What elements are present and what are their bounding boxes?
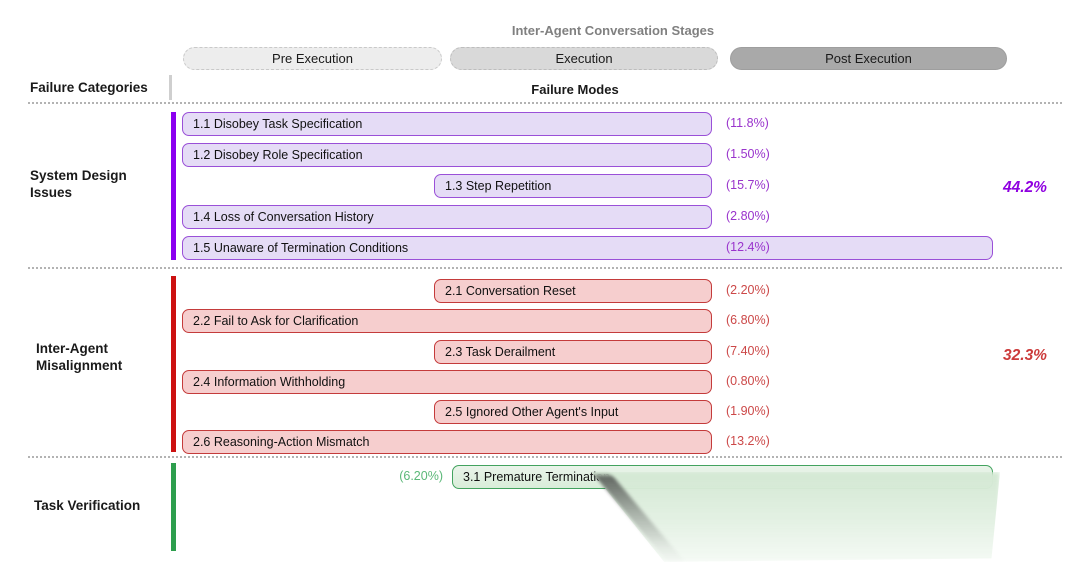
heading-divider-tick (169, 75, 172, 100)
failure-mode-pct-1-1: (11.8%) (726, 116, 769, 130)
stage-pill-post-execution: Post Execution (730, 47, 1007, 70)
failure-mode-box-2-5: 2.5 Ignored Other Agent's Input (434, 400, 712, 424)
failure-mode-box-2-2: 2.2 Fail to Ask for Clarification (182, 309, 712, 333)
failure-mode-box-1-1: 1.1 Disobey Task Specification (182, 112, 712, 136)
failure-mode-box-2-4: 2.4 Information Withholding (182, 370, 712, 394)
failure-mode-box-1-5: 1.5 Unaware of Termination Conditions (182, 236, 993, 260)
category-label-inter-agent: Inter-Agent Misalignment (36, 341, 123, 373)
failure-mode-pct-3-1: (6.20%) (399, 469, 443, 483)
failure-mode-pct-2-3: (7.40%) (726, 344, 770, 358)
stage-pill-pre-execution: Pre Execution (183, 47, 442, 70)
section-divider (28, 456, 1062, 458)
failure-mode-pct-1-2: (1.50%) (726, 147, 770, 161)
failure-mode-pct-2-6: (13.2%) (726, 434, 770, 448)
stages-title: Inter-Agent Conversation Stages (511, 23, 715, 38)
failure-mode-pct-2-5: (1.90%) (726, 404, 770, 418)
category-bar-task-verification (171, 463, 176, 551)
failure-mode-box-2-1: 2.1 Conversation Reset (434, 279, 712, 303)
failure-mode-box-1-3: 1.3 Step Repetition (434, 174, 712, 198)
category-label-task-verification: Task Verification (34, 498, 141, 513)
stage-pill-execution: Execution (450, 47, 718, 70)
failure-mode-pct-2-1: (2.20%) (726, 283, 770, 297)
category-label-system-design: System Design Issues (30, 168, 127, 200)
section-divider (28, 267, 1062, 269)
section-divider (28, 102, 1062, 104)
category-total-system-design: 44.2% (1003, 179, 1047, 196)
category-bar-inter-agent (171, 276, 176, 452)
failure-mode-pct-1-5: (12.4%) (726, 240, 770, 254)
failure-mode-box-2-6: 2.6 Reasoning-Action Mismatch (182, 430, 712, 454)
category-bar-system-design (171, 112, 176, 260)
failure-mode-pct-2-2: (6.80%) (726, 313, 770, 327)
failure-categories-heading: Failure Categories (30, 80, 148, 95)
failure-mode-pct-1-4: (2.80%) (726, 209, 770, 223)
failure-modes-heading: Failure Modes (531, 82, 619, 97)
failure-mode-box-2-3: 2.3 Task Derailment (434, 340, 712, 364)
failure-mode-pct-1-3: (15.7%) (726, 178, 770, 192)
failure-mode-pct-2-4: (0.80%) (726, 374, 770, 388)
failure-mode-box-1-4: 1.4 Loss of Conversation History (182, 205, 712, 229)
category-total-inter-agent: 32.3% (1003, 347, 1047, 364)
failure-mode-box-1-2: 1.2 Disobey Role Specification (182, 143, 712, 167)
